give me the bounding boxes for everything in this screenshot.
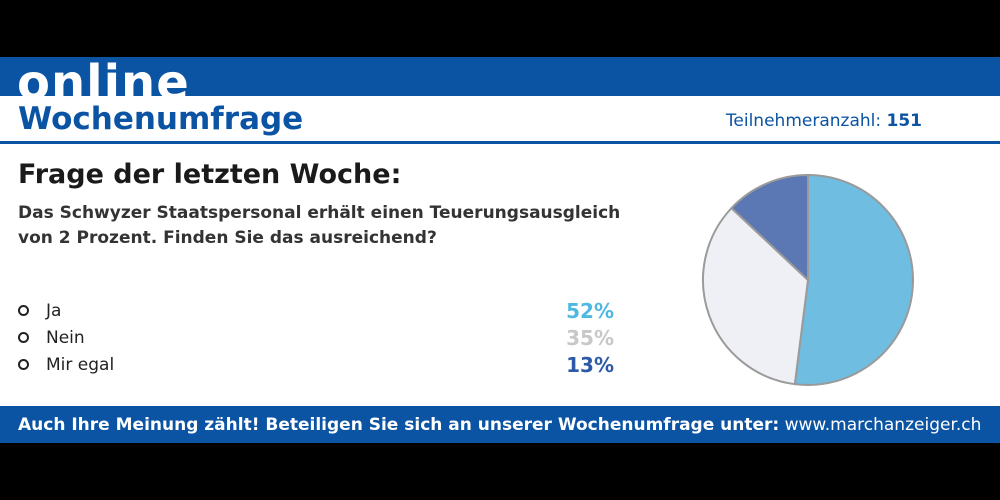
brand-logo-text: online <box>17 57 190 96</box>
option-nein[interactable]: Nein 35% <box>18 327 618 353</box>
question-line-1: Das Schwyzer Staatspersonal erhält einen… <box>18 203 621 223</box>
radio-icon[interactable] <box>18 359 29 370</box>
participant-number: 151 <box>886 111 923 131</box>
header-band: online <box>0 57 1000 96</box>
footer-url[interactable]: www.marchanzeiger.ch <box>784 415 982 435</box>
radio-icon[interactable] <box>18 332 29 343</box>
poll-title: Wochenumfrage <box>18 101 304 137</box>
pie-slice-ja <box>793 174 914 386</box>
participant-count: Teilnehmeranzahl: 151 <box>726 111 922 131</box>
option-percent: 52% <box>566 299 614 323</box>
poll-panel: online Wochenumfrage Teilnehmeranzahl: 1… <box>0 57 1000 443</box>
footer-cta: Auch Ihre Meinung zählt! Beteiligen Sie … <box>18 415 780 435</box>
question-heading: Frage der letzten Woche: <box>18 159 402 190</box>
option-percent: 13% <box>566 353 614 377</box>
title-bar: Wochenumfrage Teilnehmeranzahl: 151 <box>0 96 1000 141</box>
footer-banner: Auch Ihre Meinung zählt! Beteiligen Sie … <box>0 406 1000 443</box>
option-ja[interactable]: Ja 52% <box>18 300 618 326</box>
option-label: Mir egal <box>46 355 115 375</box>
participant-label: Teilnehmeranzahl: <box>725 111 882 131</box>
radio-icon[interactable] <box>18 305 29 316</box>
option-mir-egal[interactable]: Mir egal 13% <box>18 354 618 380</box>
pie-slice-mir-egal <box>730 174 809 281</box>
option-label: Nein <box>46 328 85 348</box>
question-text: Das Schwyzer Staatspersonal erhält einen… <box>18 201 638 251</box>
pie-slice-nein <box>702 207 809 386</box>
pie-chart <box>702 174 914 386</box>
footer-text: Auch Ihre Meinung zählt! Beteiligen Sie … <box>18 414 981 436</box>
option-label: Ja <box>46 301 62 321</box>
title-divider <box>0 141 1000 144</box>
question-line-2: von 2 Prozent. Finden Sie das ausreichen… <box>18 228 437 248</box>
option-percent: 35% <box>566 326 614 350</box>
